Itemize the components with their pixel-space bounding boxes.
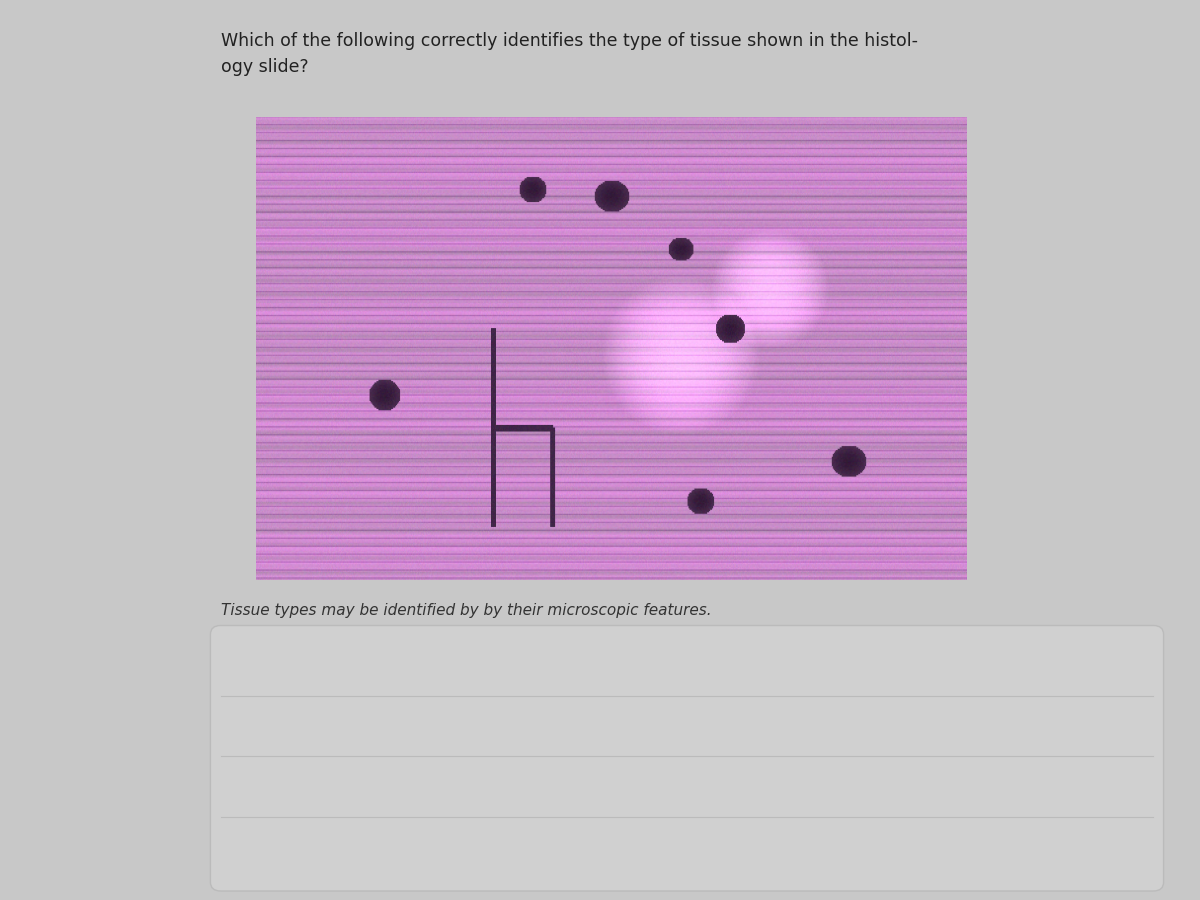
Text: nervous tissue: nervous tissue (328, 658, 439, 672)
Text: D: D (265, 842, 277, 857)
Text: Which of the following correctly identifies the type of tissue shown in the hist: Which of the following correctly identif… (221, 32, 918, 50)
FancyBboxPatch shape (210, 626, 1164, 891)
Text: A: A (266, 658, 276, 672)
Text: B: B (266, 719, 276, 734)
Text: Striations: Striations (812, 352, 871, 365)
Text: Tissue types may be identified by by their microscopic features.: Tissue types may be identified by by the… (221, 603, 712, 618)
Text: skeletal muscle: skeletal muscle (328, 719, 446, 734)
Text: connective tissue: connective tissue (328, 780, 461, 795)
Text: cardiac muscle: cardiac muscle (328, 842, 443, 857)
Text: Nucleus: Nucleus (643, 189, 692, 202)
Text: C: C (266, 780, 276, 795)
Text: ogy slide?: ogy slide? (221, 58, 308, 76)
Text: Intercalated discs: Intercalated discs (478, 509, 588, 522)
